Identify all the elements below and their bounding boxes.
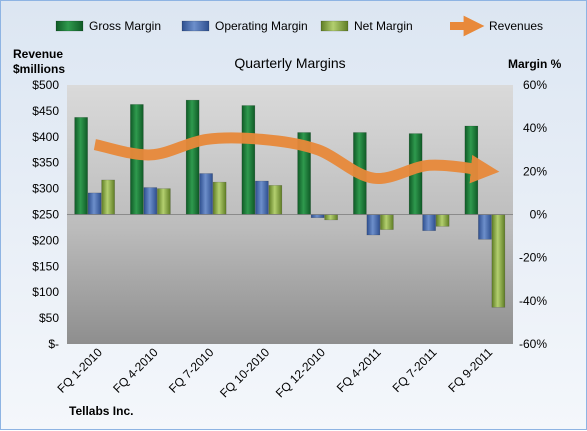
net-margin-bar: [436, 215, 449, 227]
right-tick-label: -40%: [519, 294, 547, 308]
left-tick-label: $-: [48, 337, 59, 351]
right-tick-label: 20%: [523, 164, 547, 178]
left-tick-label: $350: [32, 156, 59, 170]
left-axis-ticks: $- $50 $100 $150 $200 $250 $300 $350 $400 $450 $50…: [32, 78, 59, 351]
operating-margin-legend-label: Operating Margin: [215, 19, 308, 33]
category-label: FQ 9-2011: [445, 345, 495, 395]
left-tick-label: $400: [32, 130, 59, 144]
net-margin-bar: [102, 180, 115, 215]
left-tick-label: $150: [32, 259, 59, 273]
left-tick-label: $250: [32, 208, 59, 222]
category-label: FQ 7-2011: [390, 345, 440, 395]
right-tick-label: -60%: [519, 337, 547, 351]
net-margin-bar: [157, 189, 170, 215]
gross-margin-legend-swatch: [56, 21, 83, 31]
operating-margin-bar: [311, 215, 324, 218]
left-tick-label: $200: [32, 233, 59, 247]
category-label: FQ 4-2010: [110, 345, 161, 396]
category-label: FQ 7-2010: [166, 345, 217, 396]
net-margin-bar: [325, 215, 338, 220]
operating-margin-bar: [255, 181, 268, 214]
category-label: FQ 10-2010: [217, 345, 272, 400]
net-margin-legend-swatch: [321, 21, 348, 31]
legend: Gross Margin Operating Margin Net Margin Re…: [56, 19, 543, 33]
operating-margin-bar: [200, 173, 213, 214]
operating-margin-bar: [423, 215, 436, 231]
operating-margin-legend-swatch: [182, 21, 209, 31]
gross-margin-legend-label: Gross Margin: [89, 19, 161, 33]
operating-margin-bar: [367, 215, 380, 236]
category-label: FQ 1-2010: [55, 345, 106, 396]
operating-margin-bar: [144, 188, 157, 215]
revenues-legend-label: Revenues: [489, 19, 543, 33]
net-margin-bar: [269, 185, 282, 214]
right-axis-label: Margin %: [508, 57, 562, 71]
left-tick-label: $300: [32, 182, 59, 196]
left-tick-label: $450: [32, 104, 59, 118]
net-margin-bar: [492, 215, 505, 308]
right-tick-label: 40%: [523, 121, 547, 135]
category-label: FQ 12-2010: [273, 345, 328, 400]
net-margin-bar: [380, 215, 393, 230]
chart-title: Quarterly Margins: [234, 55, 345, 71]
net-margin-legend-label: Net Margin: [354, 19, 413, 33]
gross-margin-bar: [75, 117, 88, 214]
net-margin-bar: [213, 182, 226, 214]
left-axis-label-line1: Revenue: [13, 47, 63, 61]
left-axis-label-line2: $millions: [13, 62, 65, 76]
operating-margin-bar: [478, 215, 491, 240]
left-tick-label: $500: [32, 78, 59, 92]
operating-margin-bar: [88, 193, 101, 215]
right-tick-label: 60%: [523, 78, 547, 92]
right-tick-label: 0%: [530, 208, 548, 222]
source-label: Tellabs Inc.: [69, 404, 133, 418]
right-tick-label: -20%: [519, 251, 547, 265]
left-tick-label: $100: [32, 285, 59, 299]
category-label: FQ 4-2011: [334, 345, 384, 395]
left-tick-label: $50: [39, 311, 59, 325]
gross-margin-bar: [186, 100, 199, 214]
gross-margin-bar: [242, 106, 255, 215]
right-axis-ticks: -60% -40% -20% 0% 20% 40% 60%: [519, 78, 547, 351]
